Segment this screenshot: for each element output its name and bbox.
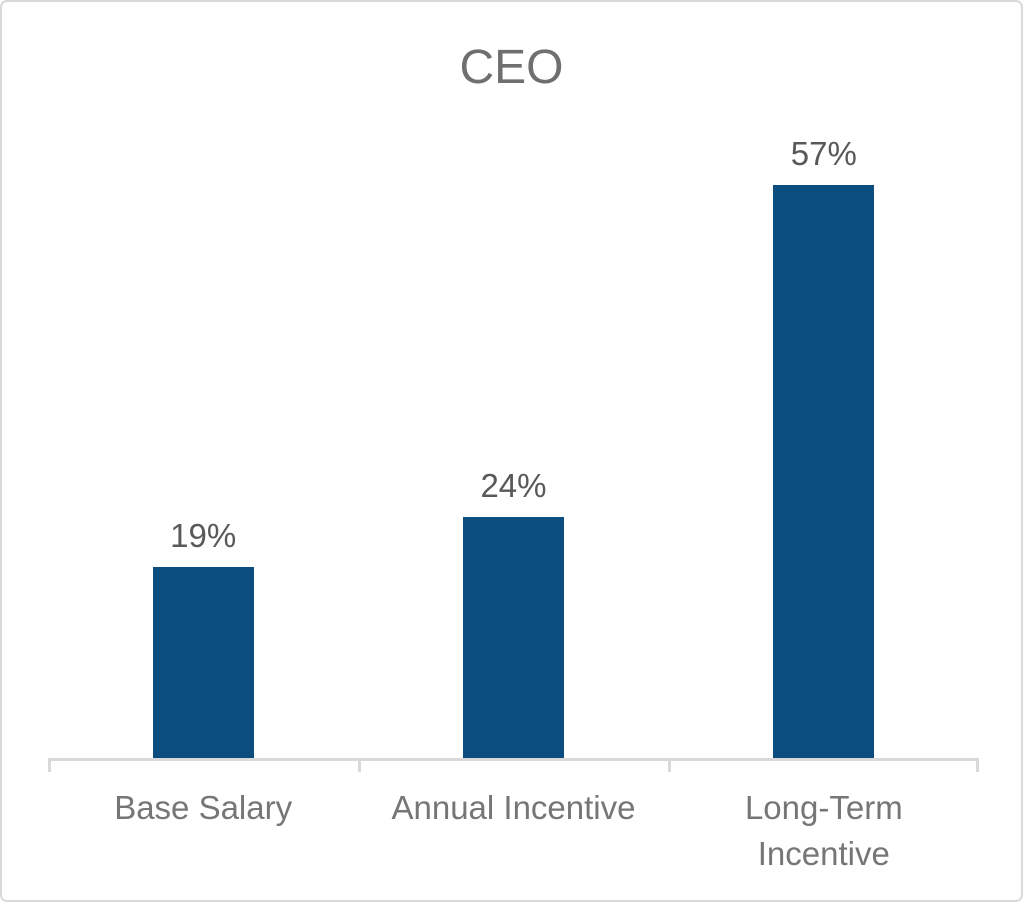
category-label: Long-Term Incentive <box>744 789 903 873</box>
category-label: Base Salary <box>114 789 293 826</box>
category-axis-labels: Base Salary Annual Incentive Long-Term I… <box>48 785 979 877</box>
axis-tick <box>48 758 51 772</box>
plot-area: 19% 24% 57% <box>48 2 979 758</box>
axis-tick <box>358 758 361 772</box>
data-label: 19% <box>170 516 237 554</box>
bar <box>773 185 875 758</box>
category-label: Annual Incentive <box>391 789 636 826</box>
x-axis-line <box>48 758 979 761</box>
bar-column: 24% <box>358 2 668 758</box>
axis-tick <box>668 758 671 772</box>
data-label: 24% <box>480 466 547 504</box>
axis-tick <box>976 758 979 772</box>
data-label: 57% <box>790 134 857 172</box>
chart-title: CEO <box>459 41 564 94</box>
bar-column: 19% <box>48 2 358 758</box>
bar-column: 57% <box>669 2 979 758</box>
bar <box>152 567 254 758</box>
bar <box>462 517 564 758</box>
